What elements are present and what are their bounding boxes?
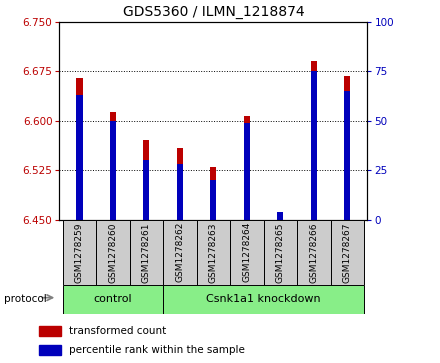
Bar: [311, 61, 317, 220]
Bar: [210, 180, 216, 220]
Bar: [77, 95, 83, 220]
Text: transformed count: transformed count: [69, 326, 166, 336]
Bar: [311, 71, 317, 220]
Bar: [244, 116, 250, 220]
Bar: [63, 285, 163, 314]
Text: GSM1278262: GSM1278262: [176, 222, 184, 282]
Bar: [277, 212, 283, 220]
Bar: [39, 326, 61, 336]
Text: GSM1278265: GSM1278265: [276, 222, 285, 282]
Text: GSM1278260: GSM1278260: [109, 222, 117, 282]
Text: GSM1278267: GSM1278267: [343, 222, 352, 282]
Bar: [177, 164, 183, 220]
Bar: [39, 346, 61, 355]
Bar: [197, 220, 230, 285]
Text: Csnk1a1 knockdown: Csnk1a1 knockdown: [206, 294, 321, 305]
Bar: [210, 167, 216, 220]
Bar: [345, 76, 350, 220]
Bar: [143, 140, 150, 220]
Bar: [63, 220, 96, 285]
Bar: [110, 112, 116, 220]
Bar: [330, 220, 364, 285]
Text: GSM1278261: GSM1278261: [142, 222, 151, 282]
Bar: [143, 160, 150, 220]
Bar: [297, 220, 330, 285]
Bar: [177, 148, 183, 220]
Bar: [130, 220, 163, 285]
Text: GSM1278259: GSM1278259: [75, 222, 84, 282]
Bar: [345, 91, 350, 220]
Bar: [264, 220, 297, 285]
Text: GSM1278263: GSM1278263: [209, 222, 218, 282]
Text: GSM1278266: GSM1278266: [309, 222, 318, 282]
Text: protocol: protocol: [4, 294, 47, 305]
Text: GSM1278264: GSM1278264: [242, 222, 251, 282]
Bar: [96, 220, 130, 285]
Bar: [163, 220, 197, 285]
Bar: [110, 121, 116, 220]
Text: control: control: [94, 294, 132, 305]
Text: percentile rank within the sample: percentile rank within the sample: [69, 345, 245, 355]
Bar: [244, 123, 250, 220]
Title: GDS5360 / ILMN_1218874: GDS5360 / ILMN_1218874: [123, 5, 304, 19]
Bar: [230, 220, 264, 285]
Bar: [77, 78, 83, 220]
Bar: [163, 285, 364, 314]
